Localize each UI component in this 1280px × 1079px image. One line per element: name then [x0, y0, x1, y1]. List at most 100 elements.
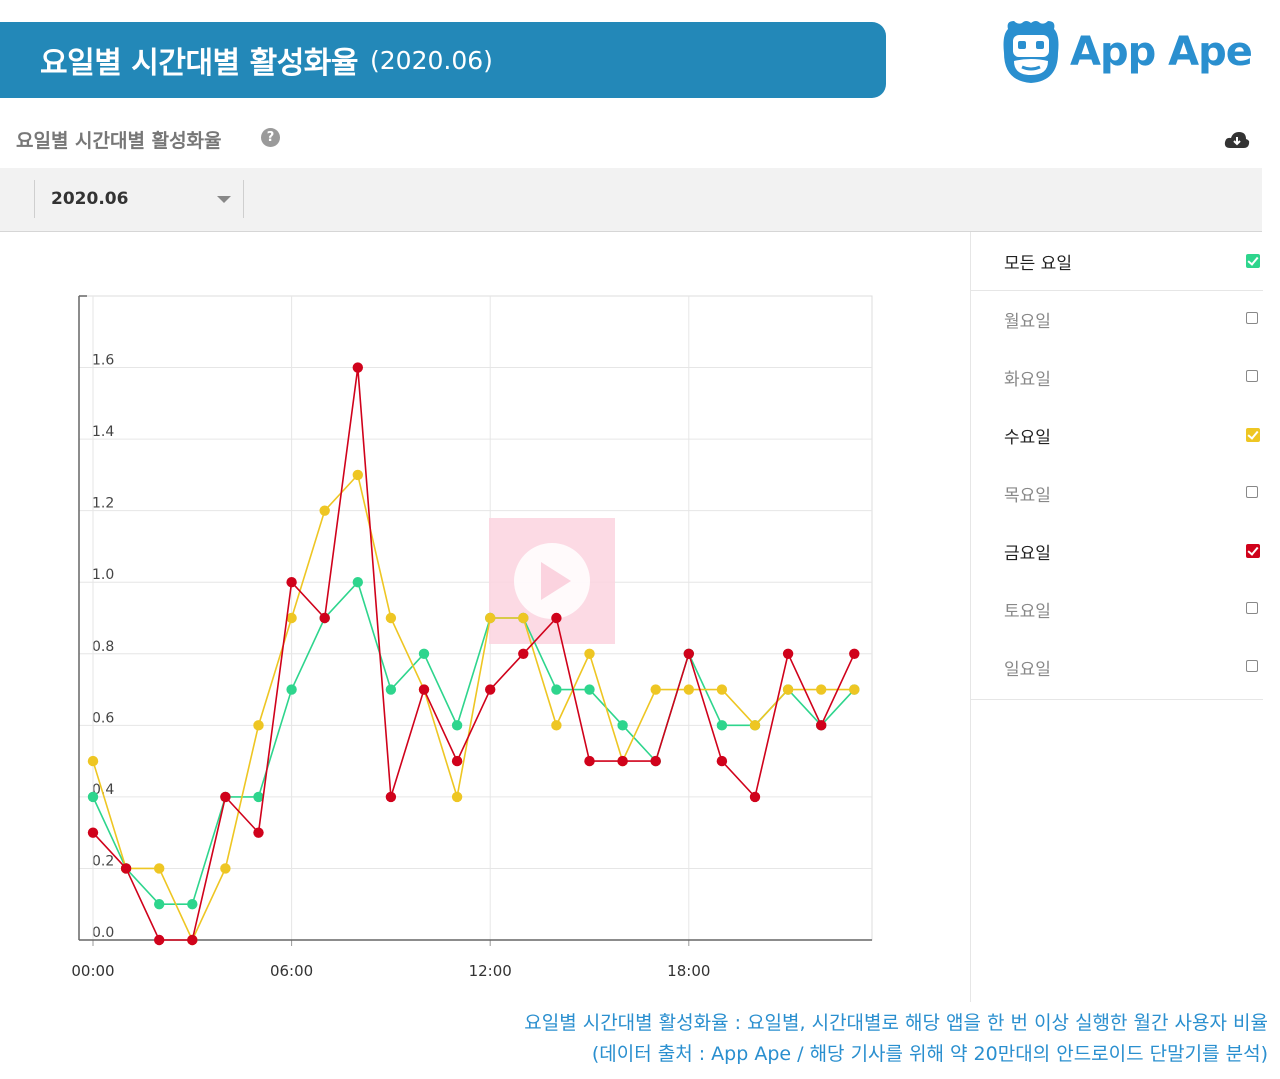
legend-item-fri[interactable]: 금요일: [971, 522, 1263, 580]
legend-checkbox[interactable]: [1246, 370, 1258, 382]
data-point: [849, 684, 860, 695]
data-point: [286, 684, 297, 695]
legend-label: 화요일: [1004, 370, 1051, 390]
data-point: [87, 791, 99, 803]
data-point: [319, 505, 330, 516]
legend-item-tue[interactable]: 화요일: [971, 348, 1263, 406]
month-select[interactable]: 2020.06: [34, 180, 244, 218]
ape-face-icon: [1003, 21, 1059, 83]
data-point: [451, 755, 463, 767]
divider: [971, 699, 1263, 700]
data-point: [551, 720, 562, 731]
data-point: [551, 684, 562, 695]
chart-area: 0.0 0.2 0.4 0.6 0.8 1.0 1.2 1.4 1.6 00:00 06:00 12:…: [0, 232, 970, 1002]
legend-checkbox[interactable]: [1246, 254, 1260, 268]
legend-label: 금요일: [1004, 544, 1051, 564]
legend-item-wed[interactable]: 수요일: [971, 406, 1263, 464]
legend-checkbox[interactable]: [1246, 312, 1258, 324]
data-point: [749, 720, 761, 731]
banner-subtitle: (2020.06): [370, 45, 493, 75]
data-point: [286, 577, 297, 588]
x-tick-label: 00:00: [71, 962, 114, 980]
data-point: [220, 863, 231, 874]
data-point: [650, 684, 661, 695]
x-tick-label: 06:00: [270, 962, 313, 980]
data-point: [584, 755, 595, 767]
data-point: [352, 469, 363, 481]
data-point: [253, 791, 264, 803]
data-point: [87, 827, 99, 838]
legend-item-thu[interactable]: 목요일: [971, 464, 1263, 522]
data-point: [485, 612, 496, 624]
data-point: [650, 755, 661, 767]
data-point: [518, 648, 529, 659]
legend-item-mon[interactable]: 월요일: [971, 290, 1263, 348]
data-point: [584, 648, 595, 659]
data-point: [816, 720, 827, 731]
data-point: [253, 827, 264, 838]
data-point: [451, 720, 463, 731]
legend-label: 수요일: [1004, 428, 1051, 448]
y-tick-label: 0.2: [92, 853, 114, 869]
legend-item-sat[interactable]: 토요일: [971, 580, 1263, 638]
y-tick-label: 0.4: [92, 782, 114, 798]
legend-label: 목요일: [1004, 486, 1051, 506]
data-point: [286, 612, 297, 624]
data-point: [120, 863, 132, 874]
series-line: [92, 580, 855, 906]
legend-checkbox[interactable]: [1246, 602, 1258, 614]
legend-checkbox[interactable]: [1246, 660, 1258, 672]
section-title: 요일별 시간대별 활성화율: [16, 130, 222, 152]
data-point: [154, 863, 165, 874]
legend-checkbox[interactable]: [1246, 544, 1260, 558]
legend-checkbox[interactable]: [1246, 486, 1258, 498]
brand-name: App Ape: [1070, 29, 1253, 75]
data-point: [716, 755, 728, 767]
data-point: [749, 791, 761, 803]
data-point: [584, 684, 595, 695]
y-tick-label: 1.0: [92, 567, 114, 583]
weekday-legend: 모든 요일 월요일 화요일 수요일 목요일 금요일 토요일 일요일: [970, 232, 1263, 1002]
data-point: [187, 899, 198, 910]
data-point: [385, 612, 397, 624]
data-point: [319, 612, 330, 624]
month-select-value: 2020.06: [51, 189, 129, 209]
data-point: [418, 648, 430, 659]
question-icon[interactable]: ?: [261, 128, 280, 147]
y-tick-label: 0.0: [92, 925, 114, 941]
legend-label: 모든 요일: [1004, 254, 1072, 274]
legend-item-all[interactable]: 모든 요일: [971, 232, 1263, 291]
series-line: [92, 367, 856, 941]
data-point: [418, 684, 430, 695]
data-point: [518, 612, 529, 624]
legend-label: 토요일: [1004, 602, 1051, 622]
caption-line-2: (데이터 출처 : App Ape / 해당 기사를 위해 약 20만대의 안드…: [591, 1043, 1268, 1065]
data-point: [385, 684, 397, 695]
app-ape-logo: App Ape: [1000, 16, 1253, 88]
chevron-down-icon: [217, 196, 231, 203]
data-point: [385, 791, 397, 803]
data-point: [782, 648, 794, 659]
data-point: [617, 720, 628, 731]
data-point: [716, 720, 728, 731]
legend-item-sun[interactable]: 일요일: [971, 638, 1263, 696]
data-point: [352, 362, 363, 373]
play-icon: [541, 562, 571, 600]
data-point: [154, 934, 165, 946]
legend-label: 월요일: [1004, 312, 1051, 332]
y-tick-label: 1.4: [92, 424, 114, 440]
data-point: [716, 684, 728, 695]
line-chart: 0.0 0.2 0.4 0.6 0.8 1.0 1.2 1.4 1.6 00:00 06:00 12:…: [71, 295, 873, 980]
data-point: [485, 684, 496, 695]
plot-frame: [78, 295, 873, 941]
data-point: [352, 577, 363, 588]
data-point: [253, 720, 264, 731]
data-point: [551, 612, 562, 624]
legend-checkbox[interactable]: [1246, 428, 1260, 442]
cloud-download-icon[interactable]: [1224, 130, 1250, 154]
section-header: 요일별 시간대별 활성화율 ?: [0, 108, 1262, 169]
data-point: [451, 791, 463, 803]
x-tick-label: 18:00: [667, 962, 710, 980]
legend-label: 일요일: [1004, 660, 1051, 680]
y-tick-label: 1.2: [92, 496, 114, 512]
